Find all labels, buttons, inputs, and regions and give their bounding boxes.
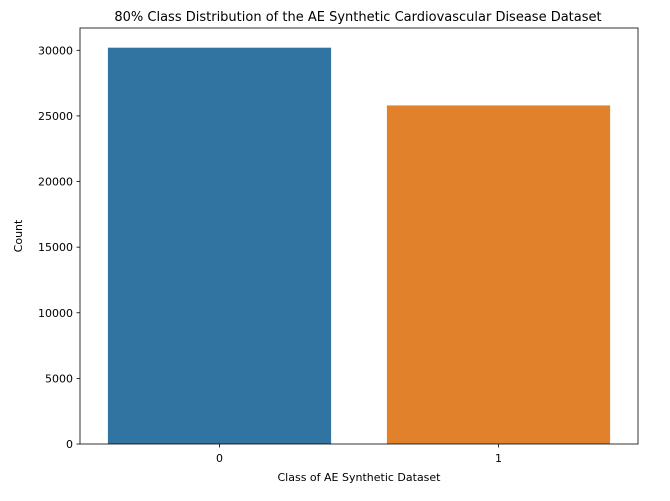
y-axis-label: Count <box>12 219 25 252</box>
y-tick-label: 0 <box>66 438 73 451</box>
plot-area-frame <box>79 27 639 445</box>
bar-class-0 <box>107 47 332 445</box>
chart-title: 80% Class Distribution of the AE Synthet… <box>114 10 601 25</box>
x-axis-label: Class of AE Synthetic Dataset <box>277 471 441 484</box>
y-axis-ticks: 0 5000 10000 15000 20000 25000 30000 <box>38 44 80 451</box>
y-tick-label: 20000 <box>38 176 73 189</box>
y-tick-label: 15000 <box>38 241 73 254</box>
x-tick-label: 1 <box>495 452 502 465</box>
y-tick-label: 25000 <box>38 110 73 123</box>
y-tick-label: 5000 <box>45 372 73 385</box>
y-tick-label: 30000 <box>38 44 73 57</box>
bars-layer <box>107 47 611 445</box>
bar-class-1 <box>386 105 611 444</box>
x-tick-label: 0 <box>216 452 223 465</box>
y-tick-label: 10000 <box>38 307 73 320</box>
